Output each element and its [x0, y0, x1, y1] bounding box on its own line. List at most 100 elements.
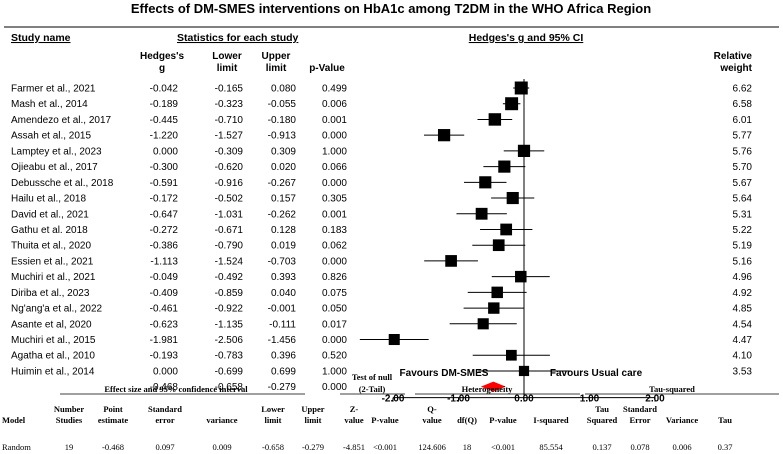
study-weight: 5.22 — [733, 225, 753, 236]
study-weight: 4.47 — [733, 335, 753, 346]
table-column-header: df(Q) — [457, 415, 477, 425]
study-effect-marker — [491, 286, 503, 299]
chart-title: Effects of DM-SMES interventions on HbA1… — [131, 1, 651, 16]
study-hedges-g: -0.623 — [150, 319, 179, 330]
table-column-header: P-value — [371, 415, 399, 425]
study-name: Asante et al, 2020 — [11, 319, 92, 330]
study-lower-limit: -0.323 — [215, 99, 244, 110]
study-hedges-g: -0.445 — [150, 115, 179, 126]
study-p-value: 0.000 — [322, 335, 347, 346]
study-p-value: 0.305 — [322, 194, 347, 205]
study-upper-limit: -0.267 — [268, 178, 297, 189]
study-p-value: 0.066 — [322, 162, 347, 173]
table-cell: -4.851 — [343, 442, 365, 452]
study-p-value: 0.050 — [322, 304, 347, 315]
study-name: Diriba et al., 2023 — [11, 288, 90, 299]
study-name: Essien et al., 2021 — [11, 256, 94, 267]
study-lower-limit: -1.527 — [215, 131, 244, 142]
header-stats-group: Statistics for each study — [177, 32, 299, 44]
study-lower-limit: -1.524 — [215, 256, 244, 267]
study-weight: 5.77 — [733, 131, 753, 142]
study-rows: Farmer et al., 2021 -0.042 -0.165 0.080 0.49… — [11, 84, 752, 394]
study-upper-limit: -0.180 — [268, 115, 297, 126]
study-name: Ojieabu et al., 2017 — [11, 162, 98, 173]
study-name: Muchiri et al., 2021 — [11, 272, 96, 283]
table-column-header: Error — [629, 415, 650, 425]
study-upper-limit: 0.020 — [271, 162, 296, 173]
header-upper-line2: limit — [266, 63, 287, 74]
study-upper-limit: -0.111 — [269, 319, 296, 330]
table-cell: -0.658 — [262, 442, 284, 452]
study-name: Farmer et al., 2021 — [11, 84, 96, 95]
study-p-value: 0.001 — [322, 115, 347, 126]
table-column-header: variance — [206, 415, 237, 425]
study-name: Hailu et al., 2018 — [11, 194, 86, 205]
study-effect-marker — [498, 160, 511, 173]
study-lower-limit: -0.710 — [215, 115, 244, 126]
study-lower-limit: -0.620 — [215, 162, 244, 173]
x-tick-label: 1.00 — [580, 394, 600, 405]
study-weight: 6.58 — [733, 99, 753, 110]
study-name: Ng'ang'a et al., 2022 — [11, 304, 103, 315]
study-upper-limit: 0.080 — [271, 84, 296, 95]
table-column-header: Point — [103, 404, 123, 414]
x-tick-label: -2.00 — [382, 394, 405, 405]
table-cell: 85.554 — [539, 442, 563, 452]
table-group-heterogeneity: Heterogeneity — [462, 384, 514, 394]
table-column-header: Z- — [350, 404, 359, 414]
study-lower-limit: -1.031 — [215, 209, 244, 220]
table-column-header: Studies — [56, 415, 83, 425]
study-p-value: 0.000 — [322, 178, 347, 189]
study-upper-limit: -0.001 — [268, 304, 297, 315]
study-name: Agatha et al., 2010 — [11, 351, 95, 362]
table-cell: -0.279 — [302, 442, 324, 452]
study-p-value: 0.000 — [322, 256, 347, 267]
study-upper-limit: -0.703 — [268, 256, 297, 267]
x-tick-label: 2.00 — [645, 394, 665, 405]
table-group-effect: Effect size and 95% confidence interval — [104, 384, 248, 394]
study-name: Muchiri et al., 2015 — [11, 335, 96, 346]
table-cell: 0.006 — [672, 442, 691, 452]
study-name: Amendezo et al., 2017 — [11, 115, 112, 126]
study-p-value: 0.826 — [322, 272, 347, 283]
header-study-name: Study name — [11, 32, 71, 44]
study-p-value: 0.062 — [322, 241, 347, 252]
study-upper-limit: -0.055 — [268, 99, 297, 110]
header-upper-line1: Upper — [262, 51, 291, 62]
table-cell: 0.009 — [212, 442, 231, 452]
study-p-value: 0.183 — [322, 225, 347, 236]
study-lower-limit: -0.671 — [215, 225, 244, 236]
study-weight: 4.54 — [733, 319, 753, 330]
study-hedges-g: -0.591 — [150, 178, 179, 189]
study-effect-marker — [479, 176, 492, 189]
study-lower-limit: -0.859 — [215, 288, 244, 299]
table-column-header: Squared — [587, 415, 618, 425]
header-hedges-line2: g — [159, 63, 165, 74]
study-lower-limit: -0.790 — [215, 241, 244, 252]
study-lower-limit: -0.783 — [215, 351, 244, 362]
table-group-null-line1: Test of null — [352, 372, 393, 382]
table-column-header: Tau — [718, 415, 732, 425]
study-hedges-g: -0.647 — [150, 209, 179, 220]
table-cell: 0.097 — [155, 442, 174, 452]
study-name: David et al., 2021 — [11, 209, 89, 220]
study-hedges-g: -0.189 — [150, 99, 179, 110]
study-hedges-g: -0.042 — [150, 84, 179, 95]
favours-left-label: Favours DM-SMES — [400, 368, 489, 379]
study-lower-limit: -0.502 — [215, 194, 244, 205]
table-column-header: Standard — [148, 404, 182, 414]
plot-area: -2.00 -1.00 0.00 1.00 2.00 — [359, 79, 665, 405]
study-weight: 6.01 — [733, 115, 753, 126]
study-effect-marker — [488, 302, 500, 314]
study-weight: 4.10 — [733, 351, 753, 362]
study-upper-limit: 0.393 — [271, 272, 296, 283]
study-weight: 5.19 — [733, 241, 753, 252]
header-hedges-line1: Hedges's — [140, 51, 185, 62]
study-upper-limit: 0.128 — [271, 225, 296, 236]
study-effect-marker — [445, 255, 457, 267]
study-effect-marker — [475, 207, 488, 220]
table-column-header: estimate — [98, 415, 128, 425]
table-cell: <0.001 — [491, 442, 515, 452]
study-name: Debussche et al., 2018 — [11, 178, 114, 189]
study-p-value: 0.520 — [322, 351, 347, 362]
